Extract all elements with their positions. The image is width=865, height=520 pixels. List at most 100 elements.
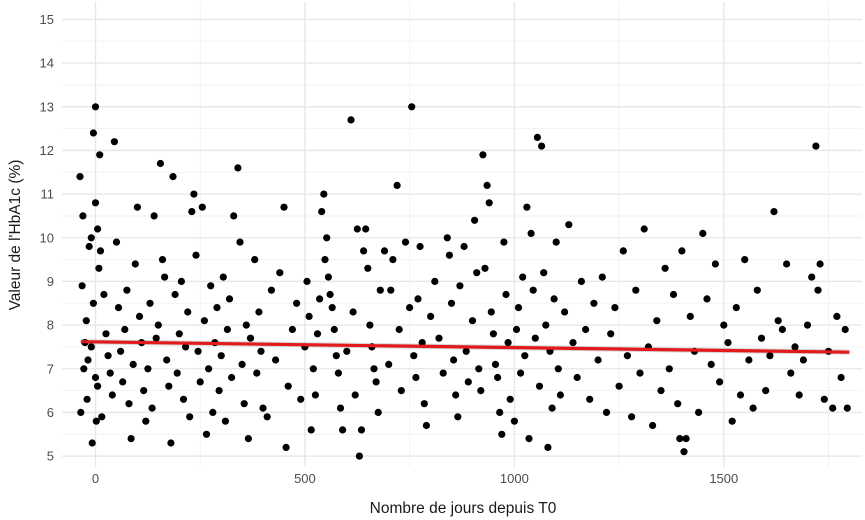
data-point [475, 365, 483, 373]
data-point [527, 229, 535, 237]
data-point [167, 439, 175, 447]
data-point [175, 330, 183, 338]
data-point [450, 356, 458, 364]
minor-grid [62, 2, 862, 467]
data-point [632, 286, 640, 294]
data-point [678, 247, 686, 255]
data-point [397, 387, 405, 395]
data-point [456, 282, 464, 290]
data-point [439, 369, 447, 377]
data-point [108, 391, 116, 399]
data-point [165, 382, 173, 390]
data-point [106, 369, 114, 377]
data-point [695, 408, 703, 416]
data-point [661, 264, 669, 272]
data-point [236, 238, 244, 246]
data-point [462, 347, 470, 355]
data-point [364, 264, 372, 272]
y-axis-tick-labels: 5 6 7 8 9 10 11 12 13 14 15 [40, 12, 54, 464]
data-point [387, 286, 395, 294]
data-point [506, 395, 514, 403]
data-point [230, 212, 238, 220]
data-point [808, 273, 816, 281]
data-point [154, 321, 162, 329]
data-point [443, 234, 451, 242]
data-point [152, 334, 160, 342]
data-point [548, 404, 556, 412]
data-point [479, 151, 487, 159]
data-point [332, 352, 340, 360]
data-point [385, 360, 393, 368]
x-tick-label: 0 [92, 471, 99, 486]
data-point [311, 391, 319, 399]
data-point [251, 256, 259, 264]
data-point [408, 103, 416, 111]
data-point [372, 378, 380, 386]
data-point [104, 352, 112, 360]
data-point [556, 391, 565, 399]
data-point [837, 373, 845, 382]
data-point [79, 212, 87, 220]
data-point [305, 312, 313, 320]
data-point [502, 290, 510, 299]
data-point [649, 421, 657, 430]
data-point [351, 391, 359, 399]
y-tick-label: 11 [41, 187, 55, 202]
data-point [422, 421, 430, 430]
data-point [829, 404, 837, 412]
x-axis-title: Nombre de jours depuis T0 [370, 500, 557, 517]
data-point [607, 330, 615, 338]
data-point [703, 295, 711, 303]
data-point [420, 400, 428, 408]
data-point [355, 452, 363, 460]
data-point [186, 413, 194, 421]
data-point [349, 308, 357, 316]
data-point [253, 369, 261, 377]
data-point [521, 352, 529, 360]
data-point [125, 400, 133, 408]
data-point [749, 404, 757, 412]
data-point [146, 299, 154, 307]
data-point [665, 365, 673, 373]
data-point [816, 260, 824, 268]
data-point [119, 378, 127, 386]
data-point [628, 413, 636, 421]
data-point [795, 391, 803, 399]
data-point [573, 373, 581, 382]
data-point [707, 360, 715, 368]
data-point [732, 304, 740, 312]
data-point [623, 352, 632, 360]
data-point [85, 242, 93, 251]
data-point [401, 238, 410, 246]
data-point [284, 382, 292, 390]
data-point [362, 225, 370, 233]
data-point [657, 387, 665, 395]
data-point [535, 382, 544, 390]
data-point [481, 264, 489, 272]
y-tick-label: 14 [40, 56, 54, 71]
data-point [173, 369, 181, 377]
data-point [246, 334, 255, 342]
x-tick-label: 1500 [709, 471, 738, 486]
data-point [577, 277, 586, 285]
data-point [87, 234, 95, 242]
data-point [150, 212, 158, 220]
data-point [720, 321, 728, 329]
data-point [225, 295, 234, 303]
data-point [778, 325, 787, 334]
data-point [452, 391, 460, 399]
major-grid [62, 2, 862, 467]
data-point [477, 387, 485, 395]
data-point [238, 360, 246, 368]
data-point [489, 330, 497, 338]
data-point [179, 395, 188, 403]
data-point [483, 181, 491, 189]
y-tick-label: 5 [47, 449, 54, 464]
data-point [323, 234, 331, 242]
data-point [320, 190, 328, 198]
data-point [653, 317, 661, 325]
data-point [741, 256, 749, 264]
data-point [88, 439, 96, 447]
data-point [316, 295, 324, 303]
